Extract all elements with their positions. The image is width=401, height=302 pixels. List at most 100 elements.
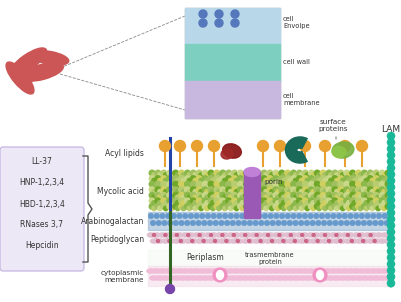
Circle shape xyxy=(276,201,280,205)
Circle shape xyxy=(273,204,279,209)
Circle shape xyxy=(346,190,351,194)
Circle shape xyxy=(199,184,203,188)
Circle shape xyxy=(303,181,308,187)
Ellipse shape xyxy=(224,275,233,281)
Circle shape xyxy=(332,181,338,187)
Circle shape xyxy=(376,178,381,183)
Ellipse shape xyxy=(332,239,340,243)
Ellipse shape xyxy=(258,239,266,243)
Circle shape xyxy=(310,220,316,226)
Circle shape xyxy=(282,201,286,205)
Circle shape xyxy=(350,204,355,209)
Ellipse shape xyxy=(324,233,332,237)
Circle shape xyxy=(187,195,192,200)
Circle shape xyxy=(362,198,367,204)
Circle shape xyxy=(184,192,190,198)
Circle shape xyxy=(240,206,245,210)
Circle shape xyxy=(187,233,190,236)
Circle shape xyxy=(308,181,314,187)
Circle shape xyxy=(311,173,316,177)
Ellipse shape xyxy=(255,233,263,237)
Circle shape xyxy=(369,233,372,236)
Circle shape xyxy=(208,187,214,192)
Circle shape xyxy=(211,173,215,177)
Circle shape xyxy=(252,173,257,177)
Circle shape xyxy=(353,213,359,219)
Ellipse shape xyxy=(176,233,184,237)
Circle shape xyxy=(382,213,387,219)
Circle shape xyxy=(261,176,267,182)
Circle shape xyxy=(179,176,184,182)
Ellipse shape xyxy=(301,233,309,237)
Circle shape xyxy=(179,198,184,204)
Circle shape xyxy=(293,220,298,226)
Circle shape xyxy=(229,206,233,210)
Circle shape xyxy=(214,198,220,204)
Circle shape xyxy=(255,192,261,198)
Circle shape xyxy=(338,192,344,198)
Circle shape xyxy=(352,201,357,205)
Circle shape xyxy=(246,173,251,177)
Circle shape xyxy=(373,204,379,209)
Circle shape xyxy=(175,233,178,236)
Circle shape xyxy=(385,204,391,209)
Circle shape xyxy=(223,184,227,188)
Circle shape xyxy=(270,173,274,177)
Circle shape xyxy=(238,187,243,192)
Ellipse shape xyxy=(312,268,321,274)
Circle shape xyxy=(320,181,326,187)
Circle shape xyxy=(294,178,298,183)
Ellipse shape xyxy=(207,239,215,243)
Circle shape xyxy=(293,239,296,243)
Ellipse shape xyxy=(384,239,392,243)
Circle shape xyxy=(279,176,285,182)
Ellipse shape xyxy=(270,239,278,243)
Circle shape xyxy=(308,213,314,219)
Circle shape xyxy=(152,201,156,205)
Circle shape xyxy=(161,192,166,198)
Circle shape xyxy=(276,178,280,183)
Ellipse shape xyxy=(367,239,375,243)
Circle shape xyxy=(387,202,395,210)
Circle shape xyxy=(190,176,196,182)
Circle shape xyxy=(327,220,332,226)
Circle shape xyxy=(325,213,330,219)
Circle shape xyxy=(361,220,367,226)
Text: trasmembrane
protein: trasmembrane protein xyxy=(245,252,295,265)
Circle shape xyxy=(232,176,237,182)
Circle shape xyxy=(350,192,355,198)
Circle shape xyxy=(314,170,320,176)
Circle shape xyxy=(235,206,239,210)
Ellipse shape xyxy=(223,144,241,158)
Ellipse shape xyxy=(204,233,212,237)
Circle shape xyxy=(173,176,178,182)
Circle shape xyxy=(376,201,381,205)
Circle shape xyxy=(249,198,255,204)
Circle shape xyxy=(196,181,202,187)
Circle shape xyxy=(387,196,395,204)
Circle shape xyxy=(332,170,338,176)
Circle shape xyxy=(387,247,395,255)
Circle shape xyxy=(291,170,296,176)
Circle shape xyxy=(356,176,361,182)
Ellipse shape xyxy=(380,268,389,274)
Circle shape xyxy=(184,187,190,192)
Circle shape xyxy=(287,220,293,226)
Circle shape xyxy=(317,184,321,188)
Circle shape xyxy=(317,201,321,205)
Circle shape xyxy=(300,140,310,152)
Ellipse shape xyxy=(277,268,287,274)
Circle shape xyxy=(303,192,308,198)
Ellipse shape xyxy=(363,268,372,274)
Circle shape xyxy=(387,260,395,268)
Circle shape xyxy=(276,206,280,210)
Ellipse shape xyxy=(358,233,366,237)
Ellipse shape xyxy=(286,275,295,281)
Circle shape xyxy=(329,184,333,188)
Circle shape xyxy=(223,173,227,177)
Circle shape xyxy=(364,184,369,188)
Circle shape xyxy=(317,190,321,194)
Text: cytoplasmic
membrane: cytoplasmic membrane xyxy=(101,269,144,282)
Circle shape xyxy=(308,192,314,198)
Ellipse shape xyxy=(184,239,192,243)
